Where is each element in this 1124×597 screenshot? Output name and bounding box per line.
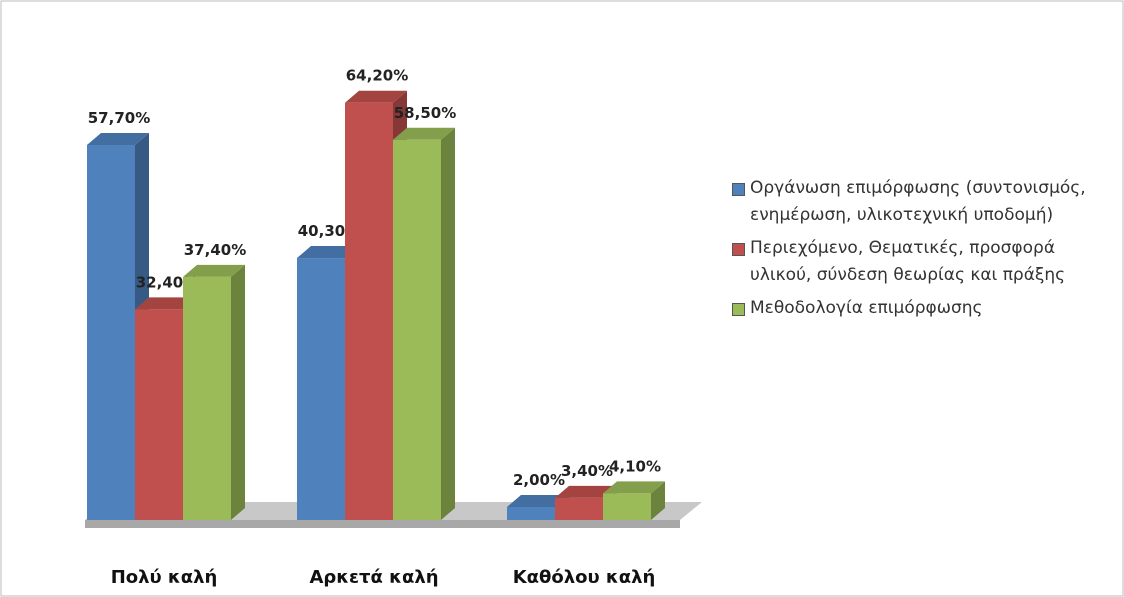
legend-swatch <box>732 183 745 196</box>
bar-side <box>231 265 245 520</box>
value-label: 3,40% <box>561 462 613 480</box>
bar <box>603 481 665 520</box>
bar-front <box>345 103 393 520</box>
bar-front <box>135 309 183 520</box>
bar-front <box>297 258 345 520</box>
bar-side <box>441 128 455 520</box>
value-label: 58,50% <box>394 104 456 122</box>
bar <box>183 265 245 520</box>
legend-item: Περιεχόμενο, Θεματικές, προσφορά υλικού,… <box>732 235 1112 289</box>
bar-front <box>87 145 135 520</box>
value-label: 57,70% <box>88 109 150 127</box>
x-tick-label: Αρκετά καλή <box>309 567 438 588</box>
bar-front <box>183 277 231 520</box>
value-label: 2,00% <box>513 471 565 489</box>
legend-label: Μεθοδολογία επιμόρφωσης <box>750 295 983 322</box>
bar-front <box>555 498 603 520</box>
value-label: 64,20% <box>346 67 408 85</box>
legend: Οργάνωση επιμόρφωσης (συντονισμός, ενημέ… <box>732 175 1112 328</box>
bar-front <box>507 507 555 520</box>
legend-item: Μεθοδολογία επιμόρφωσης <box>732 295 1112 322</box>
legend-label: Οργάνωση επιμόρφωσης (συντονισμός, ενημέ… <box>750 175 1112 229</box>
chart: 57,70%40,30%2,00%32,40%64,20%3,40%37,40%… <box>0 0 1124 597</box>
legend-swatch <box>732 303 745 316</box>
value-label: 4,10% <box>609 457 661 475</box>
bar-front <box>603 493 651 520</box>
x-tick-label: Πολύ καλή <box>111 567 218 588</box>
value-label: 37,40% <box>184 241 246 259</box>
bar <box>393 128 455 520</box>
bar-front <box>393 140 441 520</box>
x-tick-label: Καθόλου καλή <box>513 567 656 588</box>
legend-item: Οργάνωση επιμόρφωσης (συντονισμός, ενημέ… <box>732 175 1112 229</box>
legend-swatch <box>732 243 745 256</box>
floor-edge <box>85 520 680 528</box>
legend-label: Περιεχόμενο, Θεματικές, προσφορά υλικού,… <box>750 235 1112 289</box>
